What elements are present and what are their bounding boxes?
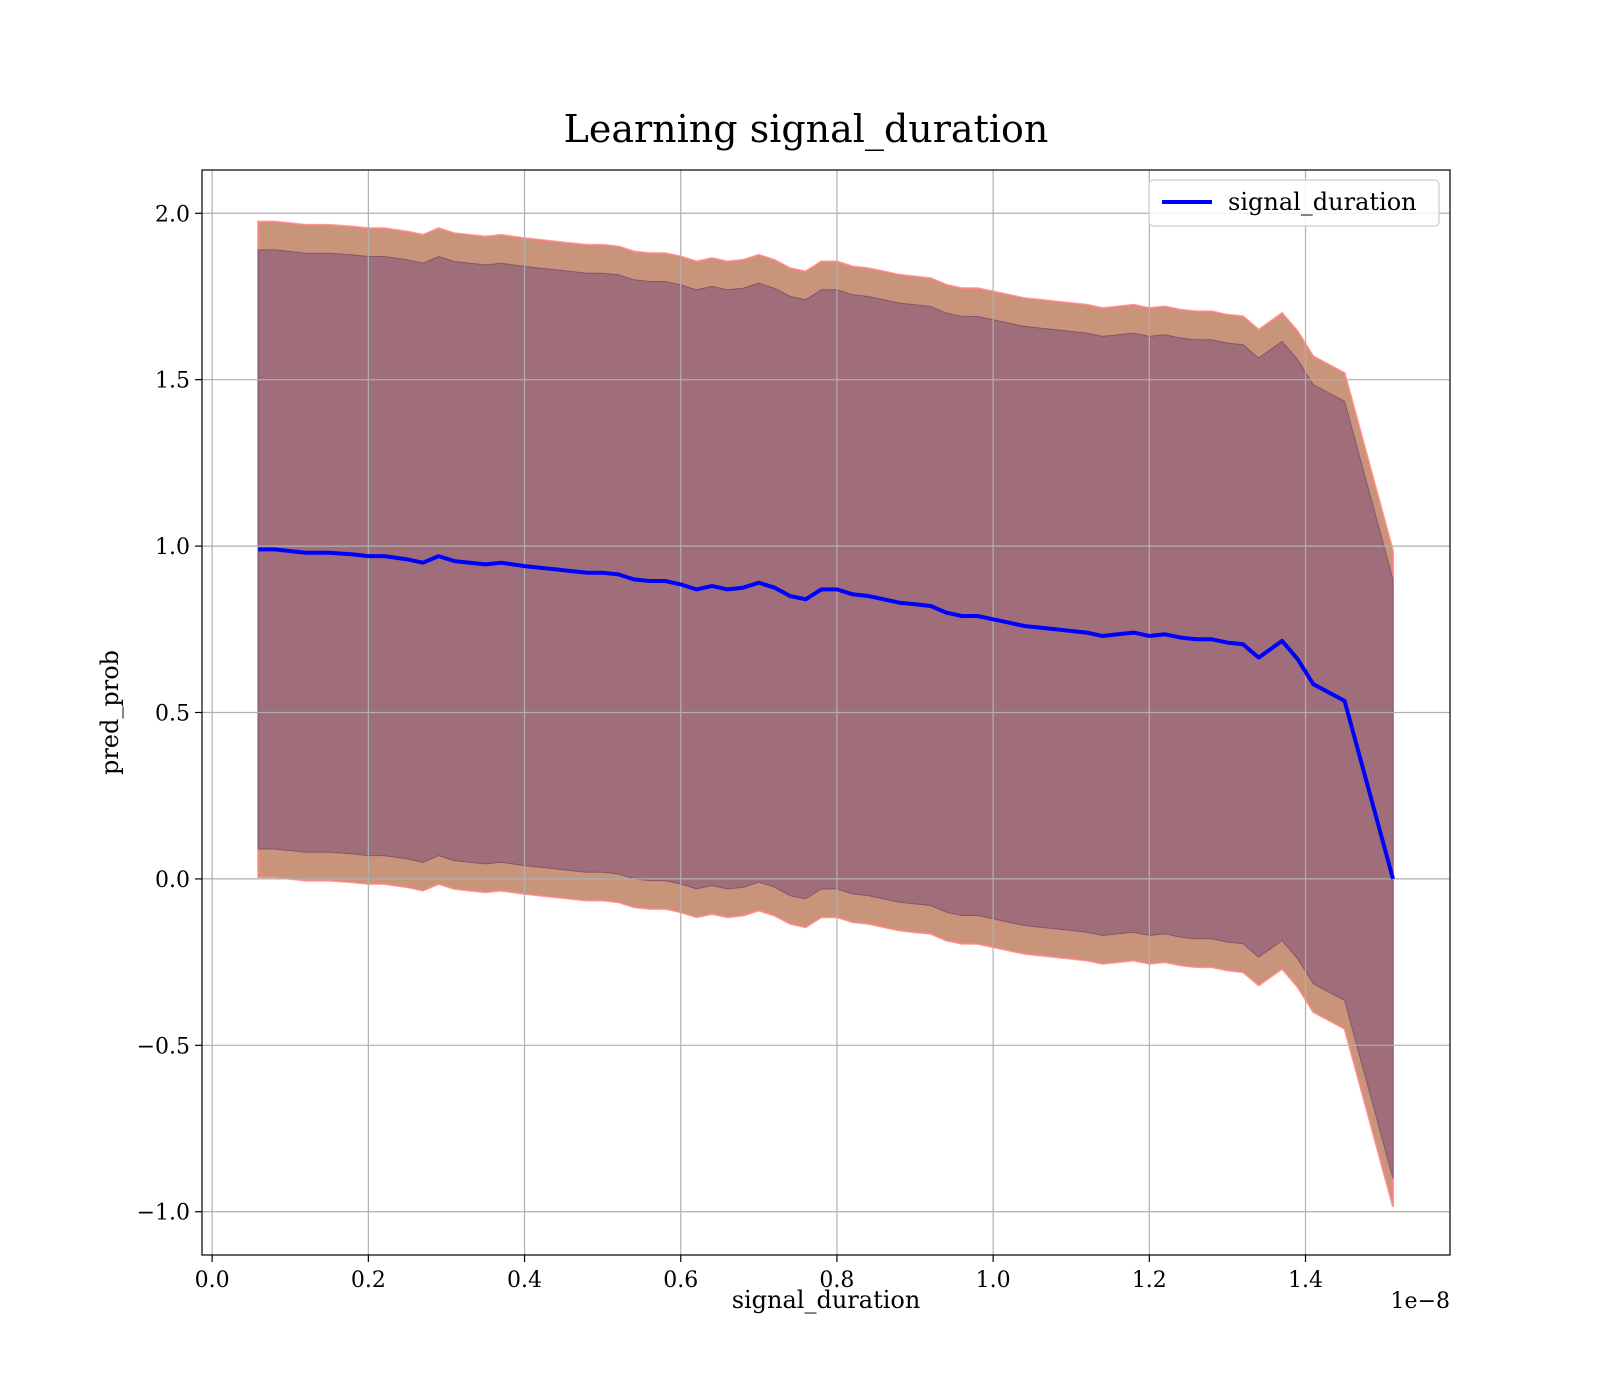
x-tick-label: 1.4 — [1288, 1268, 1323, 1293]
y-tick-label: 2.0 — [155, 202, 190, 227]
x-tick-label: 1.0 — [976, 1268, 1011, 1293]
y-tick-label: −0.5 — [137, 1034, 190, 1059]
x-ticks: 0.0 0.2 0.4 0.6 0.8 1.0 1.2 1.4 — [195, 1255, 1323, 1293]
y-tick-label: 1.0 — [155, 535, 190, 560]
x-tick-label: 0.2 — [351, 1268, 386, 1293]
x-tick-label: 0.6 — [663, 1268, 698, 1293]
x-tick-label: 0.4 — [507, 1268, 542, 1293]
series-lines — [258, 547, 1395, 880]
grid-lines — [202, 170, 1450, 1255]
y-axis-label: pred_prob — [96, 650, 124, 775]
chart-title: Learning signal_duration — [564, 107, 1049, 152]
y-tick-label: 0.5 — [155, 702, 190, 727]
y-ticks: −1.0 −0.5 0.0 0.5 1.0 1.5 2.0 — [137, 202, 202, 1226]
x-axis-offset: 1e−8 — [1391, 1289, 1450, 1314]
x-tick-label: 1.2 — [1132, 1268, 1167, 1293]
y-tick-label: 0.0 — [155, 868, 190, 893]
band-inner-band — [257, 249, 1394, 1179]
series-line-signal-duration — [258, 547, 1395, 880]
x-tick-label: 0.0 — [195, 1268, 230, 1293]
legend-entry-signal-duration: signal_duration — [1228, 188, 1417, 216]
y-tick-label: 1.5 — [155, 369, 190, 394]
confidence-bands — [257, 220, 1394, 1207]
x-axis-label: signal_duration — [732, 1286, 921, 1314]
x-tick-label: 0.8 — [819, 1268, 854, 1293]
legend: signal_duration — [1148, 179, 1440, 227]
y-tick-label: −1.0 — [137, 1201, 190, 1226]
legend-box — [1148, 179, 1440, 227]
